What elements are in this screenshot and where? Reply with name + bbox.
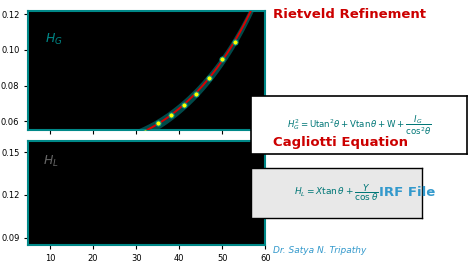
Text: $H_L$: $H_L$ (43, 153, 58, 169)
Text: Rietveld Refinement: Rietveld Refinement (273, 8, 426, 21)
Point (167, 113, 174, 117)
Point (154, 121, 162, 126)
Point (89, 144, 97, 148)
Point (193, 92, 201, 96)
Point (231, 40, 239, 44)
Point (102, 141, 110, 145)
Text: $H_G$: $H_G$ (45, 32, 63, 47)
Text: Dr. Satya N. Tripathy: Dr. Satya N. Tripathy (273, 246, 366, 255)
Text: $H_G^2 = \mathrm{U}\tan^2\!\theta + \mathrm{V}\tan\theta + \mathrm{W} + \dfrac{I: $H_G^2 = \mathrm{U}\tan^2\!\theta + \mat… (287, 113, 431, 137)
Text: IRF File: IRF File (379, 186, 436, 199)
Point (180, 102, 187, 107)
Point (206, 76, 213, 80)
Point (37, 136, 45, 140)
Point (51, 140, 58, 144)
Point (219, 57, 226, 62)
Point (25, 133, 32, 137)
Text: Cagliotti Equation: Cagliotti Equation (273, 136, 408, 149)
Point (64, 143, 71, 147)
Point (115, 136, 123, 141)
Point (76, 143, 84, 147)
Text: LaB$_6$: LaB$_6$ (128, 32, 161, 49)
Text: $H_L = X\tan\theta + \dfrac{Y}{\cos\theta}$: $H_L = X\tan\theta + \dfrac{Y}{\cos\thet… (294, 182, 379, 203)
Point (128, 135, 136, 139)
Point (141, 130, 148, 134)
